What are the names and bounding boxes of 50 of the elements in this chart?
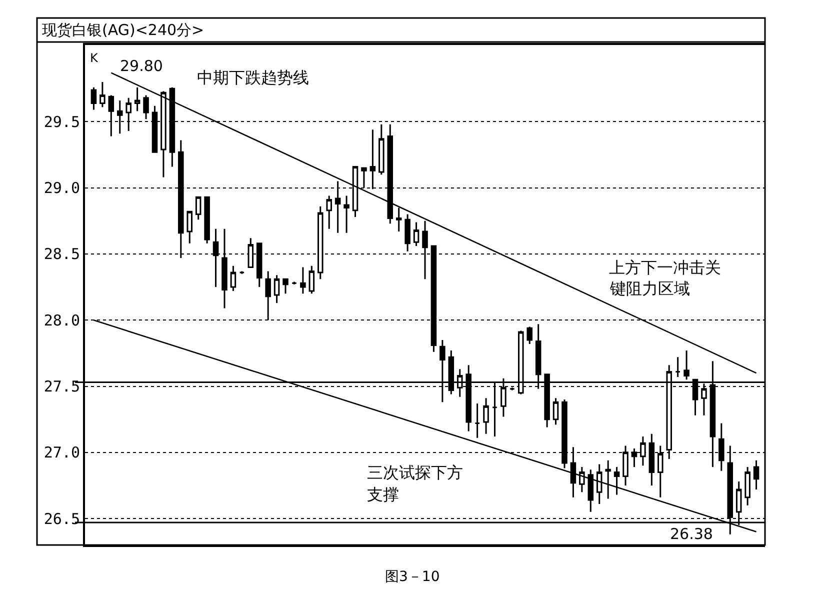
- annotation: K: [90, 51, 99, 65]
- candlestick: [282, 278, 288, 294]
- candlestick: [579, 466, 585, 493]
- candlestick: [753, 460, 760, 490]
- annotation: 29.80: [120, 57, 163, 75]
- candlestick: [195, 196, 202, 220]
- candlestick: [526, 326, 532, 345]
- candlestick: [143, 94, 149, 120]
- candlestick: [396, 206, 402, 232]
- y-tick-label: 29.5: [44, 112, 80, 131]
- candlestick: [378, 124, 384, 176]
- annotation: 支撑: [367, 485, 399, 504]
- chart-title: 现货白银(AG)<240分>: [42, 21, 204, 39]
- y-tick-label: 28.5: [44, 245, 80, 264]
- annotation: 三次试探下方: [367, 463, 463, 482]
- candlestick: [204, 196, 210, 244]
- annotation: 中期下跌趋势线: [197, 68, 309, 87]
- y-tick-label: 28.0: [44, 311, 80, 330]
- annotation: 键阻力区域: [609, 279, 690, 298]
- candlestick: [300, 266, 306, 294]
- candlestick: [674, 356, 681, 378]
- candlestick: [239, 270, 245, 275]
- candlestick: [100, 81, 106, 108]
- y-tick-label: 29.0: [44, 179, 80, 198]
- y-tick-label: 26.5: [44, 510, 80, 528]
- candlestick: [230, 265, 236, 292]
- y-tick-label: 27.5: [44, 378, 80, 396]
- annotation: 上方下一冲击关: [609, 258, 721, 277]
- candlestick: [308, 265, 315, 294]
- candlestick: [588, 468, 594, 513]
- candlestick: [274, 274, 280, 304]
- candlestick: [605, 460, 611, 500]
- candlestick: [344, 195, 350, 234]
- candlestick: [404, 214, 410, 252]
- candlestick: [326, 195, 332, 230]
- candlestick: [413, 222, 420, 247]
- candlestick: [483, 397, 489, 435]
- candlestick: [614, 466, 620, 496]
- y-tick-label: 27.0: [44, 444, 80, 462]
- candlestick: [684, 350, 690, 380]
- candlestick: [596, 464, 602, 505]
- caption: 图3－10: [385, 569, 440, 585]
- candlestick: [134, 86, 140, 112]
- candlestick: [552, 397, 559, 426]
- candlestick: [744, 466, 750, 506]
- candlestick: [474, 402, 480, 439]
- candlestick: [291, 281, 298, 286]
- candlestick: [186, 210, 192, 244]
- candlestick: [90, 86, 97, 111]
- annotation: 26.38: [670, 525, 713, 543]
